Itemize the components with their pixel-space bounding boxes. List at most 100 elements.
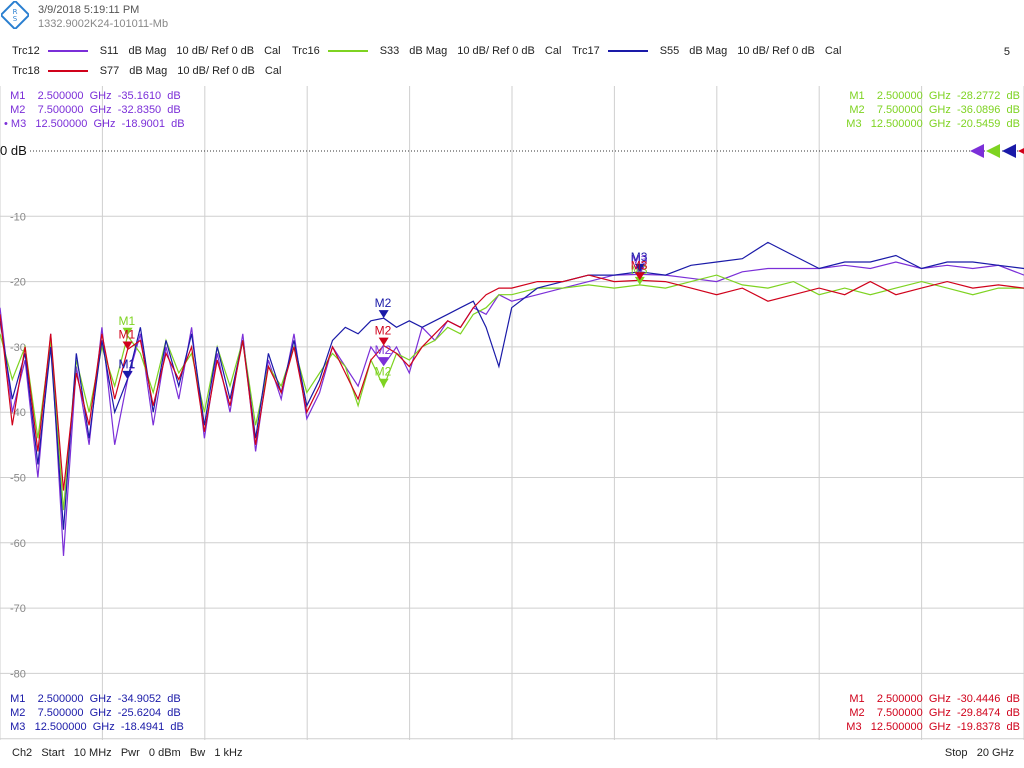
marker-active-dot: • bbox=[4, 118, 11, 130]
rohde-schwarz-logo-icon: R S bbox=[1, 1, 29, 29]
reference-arrow-icon[interactable] bbox=[986, 144, 1000, 158]
marker-name: M2 bbox=[849, 707, 865, 719]
y-tick-label: -30 bbox=[10, 342, 26, 354]
marker-freq-unit: GHz bbox=[922, 90, 951, 102]
marker-row-m1[interactable]: M1 2.500000 GHz -30.4446 dB bbox=[840, 692, 1020, 706]
trace-id: Trc18 bbox=[12, 65, 40, 77]
marker-value-unit: dB bbox=[1000, 721, 1020, 733]
marker-freq-unit: GHz bbox=[922, 721, 951, 733]
marker-value: -18.4941 bbox=[114, 721, 165, 733]
trace-id: Trc17 bbox=[572, 45, 600, 57]
trace-line-swatch bbox=[327, 50, 368, 52]
marker-value: -30.4446 bbox=[950, 693, 1001, 705]
trace-line-swatch bbox=[47, 50, 88, 52]
marker-triangle[interactable] bbox=[378, 357, 389, 366]
trace-legend-trc16[interactable]: Trc16 S33 dB Mag 10 dB/ Ref 0 dB Cal bbox=[292, 45, 561, 57]
marker-freq-unit: GHz bbox=[83, 693, 112, 705]
marker-triangle[interactable] bbox=[378, 378, 389, 387]
marker-table-s11: M1 2.500000 GHz -35.1610 dB M2 7.500000 … bbox=[4, 89, 185, 131]
marker-row-m2[interactable]: M2 7.500000 GHz -32.8350 dB bbox=[4, 103, 185, 117]
marker-name: M3 bbox=[10, 721, 26, 733]
trace-format: dB Mag bbox=[409, 45, 448, 57]
marker-row-m2[interactable]: M2 7.500000 GHz -29.8474 dB bbox=[840, 706, 1020, 720]
marker-name: M2 bbox=[10, 707, 26, 719]
trace-line-swatch bbox=[47, 70, 88, 72]
marker-row-m2[interactable]: M2 7.500000 GHz -36.0896 dB bbox=[840, 103, 1020, 117]
marker-label: M1 bbox=[119, 358, 136, 372]
marker-row-m3[interactable]: M3 12.500000 GHz -20.5459 dB bbox=[840, 117, 1020, 131]
trace-param: S55 bbox=[659, 45, 680, 57]
marker-value: -20.5459 bbox=[950, 118, 1001, 130]
marker-value: -36.0896 bbox=[950, 104, 1001, 116]
marker-triangle[interactable] bbox=[378, 310, 389, 319]
marker-freq: 2.500000 bbox=[25, 693, 84, 705]
marker-value-unit: dB bbox=[161, 707, 181, 719]
marker-freq-unit: GHz bbox=[922, 707, 951, 719]
marker-value: -32.8350 bbox=[111, 104, 162, 116]
marker-value-unit: dB bbox=[1000, 118, 1020, 130]
marker-value: -29.8474 bbox=[950, 707, 1001, 719]
marker-freq: 12.500000 bbox=[25, 721, 87, 733]
stop-frequency[interactable]: Stop 20 GHz bbox=[944, 747, 1014, 759]
marker-row-m1[interactable]: M1 2.500000 GHz -35.1610 dB bbox=[4, 89, 185, 103]
marker-value-unit: dB bbox=[165, 118, 185, 130]
channel-settings[interactable]: Ch2 Start 10 MHz Pwr 0 dBm Bw 1 kHz bbox=[12, 747, 243, 759]
marker-row-m1[interactable]: M1 2.500000 GHz -28.2772 dB bbox=[840, 89, 1020, 103]
marker-name: M3 bbox=[846, 721, 862, 733]
marker-triangle[interactable] bbox=[634, 272, 645, 281]
marker-label: M1 bbox=[119, 314, 136, 328]
marker-name: M2 bbox=[10, 104, 26, 116]
datetime: 3/9/2018 5:19:11 PM bbox=[38, 4, 140, 16]
reference-arrow-icon[interactable] bbox=[970, 144, 984, 158]
marker-row-m1[interactable]: M1 2.500000 GHz -34.9052 dB bbox=[4, 692, 184, 706]
marker-value-unit: dB bbox=[1000, 693, 1020, 705]
trace-legend-trc18[interactable]: Trc18 S77 dB Mag 10 dB/ Ref 0 dB Cal bbox=[12, 65, 281, 77]
marker-triangle[interactable] bbox=[378, 337, 389, 346]
marker-row-m2[interactable]: M2 7.500000 GHz -25.6204 dB bbox=[4, 706, 184, 720]
marker-table-s33: M1 2.500000 GHz -28.2772 dB M2 7.500000 … bbox=[840, 89, 1020, 131]
marker-triangle[interactable] bbox=[122, 370, 133, 379]
y-tick-label: -10 bbox=[10, 211, 26, 223]
marker-freq-unit: GHz bbox=[87, 118, 116, 130]
trace-format: dB Mag bbox=[128, 45, 167, 57]
marker-freq: 2.500000 bbox=[864, 693, 923, 705]
marker-row-m3[interactable]: M3 12.500000 GHz -18.4941 dB bbox=[4, 720, 184, 734]
marker-freq-unit: GHz bbox=[922, 104, 951, 116]
marker-row-m3[interactable]: M3 12.500000 GHz -19.8378 dB bbox=[840, 720, 1020, 734]
trace-legend-trc17[interactable]: Trc17 S55 dB Mag 10 dB/ Ref 0 dB Cal bbox=[572, 45, 841, 57]
marker-freq: 12.500000 bbox=[861, 118, 923, 130]
y-tick-label: -80 bbox=[10, 668, 26, 680]
marker-name: M1 bbox=[849, 693, 865, 705]
marker-triangle[interactable] bbox=[634, 276, 645, 285]
trace-legend-trc12[interactable]: Trc12 S11 dB Mag 10 dB/ Ref 0 dB Cal bbox=[12, 45, 281, 57]
trace-scale: 10 dB/ Ref 0 dB bbox=[457, 45, 535, 57]
y-tick-label: 0 dB bbox=[0, 143, 27, 158]
trace-id: Trc16 bbox=[292, 45, 320, 57]
marker-label: M2 bbox=[375, 324, 392, 338]
marker-label: M2 bbox=[375, 343, 392, 357]
marker-name: M2 bbox=[849, 104, 865, 116]
marker-name: M3 bbox=[10, 118, 27, 130]
channel-count: 5 bbox=[1003, 46, 1010, 58]
trace-line-4[interactable] bbox=[0, 274, 1024, 491]
marker-name: M3 bbox=[846, 118, 862, 130]
marker-freq-unit: GHz bbox=[83, 104, 112, 116]
reference-arrow-icon[interactable] bbox=[1018, 144, 1024, 158]
marker-label: M1 bbox=[119, 328, 136, 342]
marker-freq: 12.500000 bbox=[26, 118, 88, 130]
marker-label: M3 bbox=[631, 250, 648, 264]
marker-triangle[interactable] bbox=[122, 341, 133, 350]
marker-triangle[interactable] bbox=[634, 263, 645, 272]
device-id: 1332.9002K24-101011-Mb bbox=[38, 18, 169, 30]
trace-scale: 10 dB/ Ref 0 dB bbox=[737, 45, 815, 57]
marker-value: -35.1610 bbox=[111, 90, 162, 102]
marker-value-unit: dB bbox=[164, 721, 184, 733]
y-tick-label: -50 bbox=[10, 473, 26, 485]
marker-row-m3[interactable]: • M3 12.500000 GHz -18.9001 dB bbox=[4, 117, 185, 131]
trace-cal: Cal bbox=[544, 45, 562, 57]
marker-name: M1 bbox=[10, 90, 26, 102]
trace-diagram[interactable]: 0 dB-10-20-30-40-50-60-70-80M1M2M3M1M2M3… bbox=[0, 86, 1024, 740]
marker-triangle[interactable] bbox=[122, 327, 133, 336]
reference-arrow-icon[interactable] bbox=[1002, 144, 1016, 158]
trace-cal: Cal bbox=[824, 45, 842, 57]
